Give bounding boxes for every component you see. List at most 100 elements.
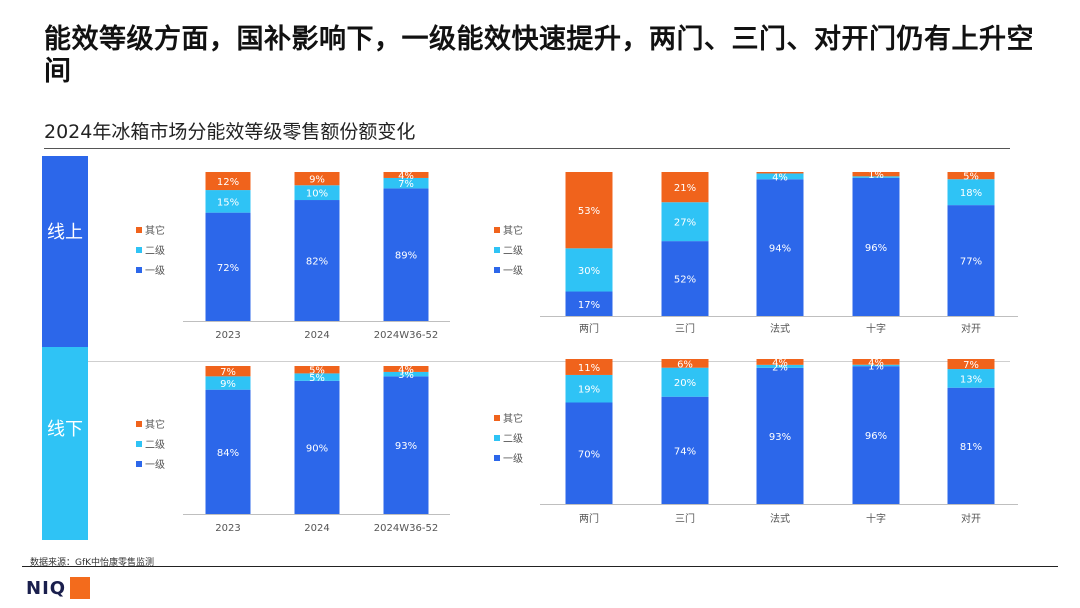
- data-label: 84%: [217, 448, 239, 459]
- data-label: 77%: [960, 257, 982, 268]
- bar-segment: [565, 172, 613, 249]
- category-tick-label: 法式: [770, 322, 790, 335]
- category-tick-label: 十字: [866, 512, 886, 525]
- online-band-label: 线上: [47, 222, 83, 243]
- data-label: 96%: [865, 243, 887, 254]
- subtitle-divider: [44, 148, 1010, 149]
- data-label: 30%: [578, 266, 600, 277]
- category-tick-label: 2024: [304, 523, 329, 534]
- bar-segment: [565, 402, 613, 504]
- legend-swatch: [136, 267, 142, 273]
- legend-label: 其它: [145, 224, 165, 237]
- bar-segment: [205, 376, 251, 390]
- data-label: 94%: [769, 244, 791, 255]
- legend-swatch: [494, 455, 500, 461]
- chart-subtitle: 2024年冰箱市场分能效等级零售额份额变化: [44, 121, 416, 143]
- data-label: 81%: [960, 442, 982, 453]
- online-band: 线上: [42, 156, 88, 347]
- bar-segment: [756, 359, 804, 365]
- legend-swatch: [494, 227, 500, 233]
- bar-segment: [294, 373, 340, 381]
- legend-swatch: [136, 227, 142, 233]
- bar-segment: [205, 190, 251, 213]
- data-label: 4%: [868, 358, 884, 369]
- legend-swatch: [494, 435, 500, 441]
- bar-segment: [852, 364, 900, 367]
- category-tick-label: 三门: [675, 512, 695, 525]
- category-tick-label: 2024W36-52: [374, 523, 438, 534]
- bar-segment: [661, 396, 709, 504]
- data-label: 53%: [578, 206, 600, 217]
- bar-segment: [565, 359, 613, 375]
- bar-segment: [661, 367, 709, 397]
- bar-segment: [661, 202, 709, 242]
- data-label: 4%: [772, 172, 788, 183]
- legend-swatch: [494, 247, 500, 253]
- bar-segment: [661, 359, 709, 368]
- legend-label: 一级: [145, 265, 165, 277]
- data-label: 20%: [674, 378, 696, 389]
- bar-segment: [852, 177, 900, 316]
- data-label: 10%: [306, 189, 328, 200]
- data-label: 4%: [398, 365, 414, 376]
- category-tick-label: 2023: [215, 523, 240, 534]
- data-label: 72%: [217, 263, 239, 274]
- category-tick-label: 法式: [770, 512, 790, 525]
- category-tick-label: 对开: [961, 322, 981, 335]
- offline-band: 线下: [42, 347, 88, 540]
- bar-segment: [756, 367, 804, 504]
- page-title: 能效等级方面，国补影响下，一级能效快速提升，两门、三门、对开门仍有上升空间: [44, 24, 1034, 87]
- legend-label: 二级: [145, 439, 165, 451]
- legend-label: 一级: [145, 459, 165, 471]
- bar-segment: [756, 173, 804, 180]
- data-label: 5%: [309, 373, 325, 384]
- data-label: 4%: [398, 171, 414, 182]
- data-label: 1%: [868, 170, 884, 181]
- bar-segment: [852, 172, 900, 177]
- bar-segment: [383, 371, 429, 377]
- data-label: 70%: [578, 449, 600, 460]
- bar-segment: [852, 176, 900, 178]
- bar-segment: [852, 366, 900, 504]
- data-label: 7%: [398, 179, 414, 190]
- data-label: 96%: [865, 431, 887, 442]
- offline-band-label: 线下: [47, 419, 83, 440]
- bar-segment: [205, 212, 251, 321]
- category-tick-label: 2024: [304, 330, 329, 341]
- legend-swatch: [494, 415, 500, 421]
- category-tick-label: 对开: [961, 512, 981, 525]
- data-label: 9%: [220, 379, 236, 390]
- bar-segment: [565, 374, 613, 403]
- data-label: 93%: [769, 432, 791, 443]
- footer-divider: [22, 566, 1058, 567]
- bar-segment: [565, 248, 613, 292]
- bar-segment: [565, 291, 613, 316]
- bar-segment: [947, 359, 995, 370]
- bar-segment: [383, 366, 429, 372]
- data-label: 5%: [963, 172, 979, 183]
- data-label: 90%: [306, 443, 328, 454]
- bar-segment: [947, 387, 995, 504]
- data-label: 12%: [217, 177, 239, 188]
- data-label: 9%: [309, 175, 325, 186]
- bar-segment: [661, 241, 709, 316]
- category-tick-label: 2023: [215, 330, 240, 341]
- bar-segment: [383, 177, 429, 189]
- bar-segment: [756, 364, 804, 368]
- data-label: 5%: [309, 366, 325, 377]
- data-label: 6%: [677, 359, 693, 370]
- legend-label: 二级: [503, 433, 523, 445]
- data-label: 7%: [963, 360, 979, 371]
- legend-swatch: [136, 247, 142, 253]
- bar-segment: [205, 366, 251, 377]
- logo-mark-icon: [70, 577, 91, 599]
- data-label: 18%: [960, 188, 982, 199]
- legend-label: 其它: [503, 224, 523, 237]
- data-label: 82%: [306, 257, 328, 268]
- data-label: 93%: [395, 441, 417, 452]
- category-tick-label: 2024W36-52: [374, 330, 438, 341]
- data-source-note: 数据来源：GfK中怡康零售监测: [30, 558, 155, 568]
- bar-segment: [205, 389, 251, 514]
- data-label: 2%: [772, 362, 788, 373]
